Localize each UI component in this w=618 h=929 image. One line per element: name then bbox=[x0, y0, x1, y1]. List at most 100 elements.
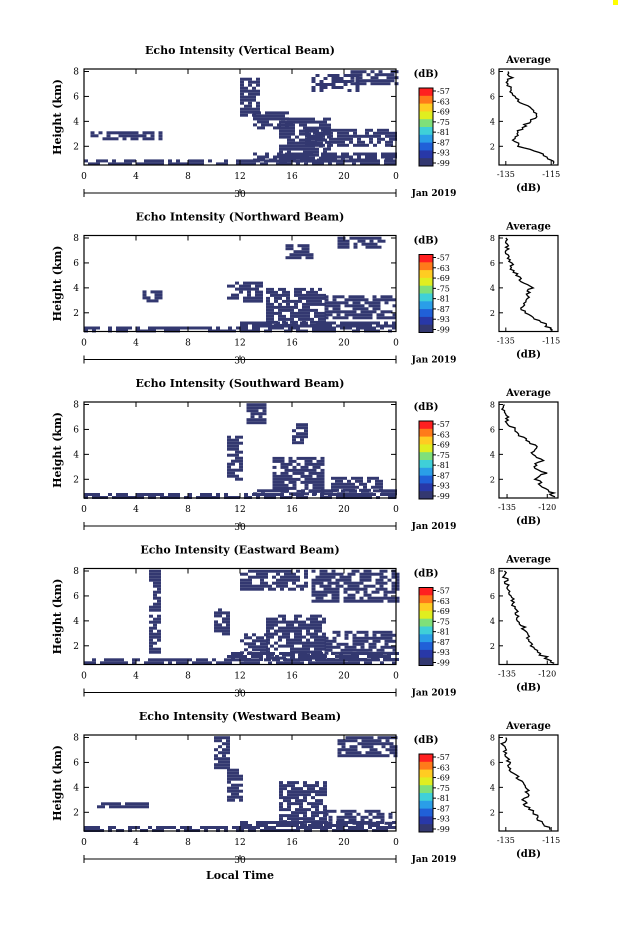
echo-cell bbox=[384, 826, 388, 829]
echo-cell bbox=[315, 805, 319, 809]
echo-cell bbox=[134, 131, 139, 135]
echo-cell bbox=[296, 826, 300, 829]
echo-cell bbox=[343, 587, 348, 591]
echo-cell bbox=[323, 83, 328, 86]
echo-cell bbox=[266, 647, 270, 651]
echo-cell bbox=[149, 608, 153, 612]
echo-cell bbox=[365, 489, 369, 493]
echo-cell bbox=[360, 313, 365, 317]
echo-cell bbox=[299, 129, 303, 133]
echo-cell bbox=[351, 658, 355, 661]
echo-cell bbox=[368, 313, 373, 317]
echo-cell bbox=[344, 815, 349, 819]
echo-cell bbox=[321, 489, 325, 493]
echo-cell bbox=[340, 821, 344, 824]
echo-cell bbox=[380, 326, 384, 330]
colorbar-swatch bbox=[419, 150, 433, 159]
echo-cell bbox=[157, 638, 161, 642]
echo-cell bbox=[272, 581, 276, 585]
echo-cell bbox=[343, 485, 347, 489]
echo-cell bbox=[357, 143, 361, 147]
echo-cell bbox=[316, 661, 320, 665]
echo-cell bbox=[153, 593, 157, 597]
echo-cell bbox=[252, 80, 256, 84]
colorbar-tick-label: -75 bbox=[437, 617, 450, 626]
echo-cell bbox=[240, 83, 244, 87]
y-tick-label: 2 bbox=[73, 475, 79, 485]
x-tick-label: 4 bbox=[133, 672, 139, 682]
echo-cell bbox=[84, 159, 88, 163]
echo-cell bbox=[309, 137, 313, 141]
y-tick-label: 4 bbox=[73, 450, 79, 460]
echo-cell bbox=[226, 623, 230, 627]
echo-cell bbox=[328, 324, 332, 328]
echo-cell bbox=[149, 647, 153, 651]
echo-cell bbox=[336, 642, 341, 646]
echo-cell bbox=[355, 89, 360, 92]
echo-cell bbox=[244, 648, 248, 652]
echo-cell bbox=[272, 326, 276, 330]
echo-cell bbox=[250, 418, 255, 422]
echo-cell bbox=[347, 80, 352, 83]
echo-cell bbox=[266, 638, 270, 642]
echo-cell bbox=[358, 79, 363, 83]
echo-cell bbox=[361, 158, 365, 162]
echo-cell bbox=[240, 80, 244, 84]
echo-cell bbox=[359, 578, 364, 582]
echo-cell bbox=[298, 290, 302, 294]
echo-cell bbox=[348, 304, 353, 308]
echo-cell bbox=[286, 644, 290, 648]
echo-cell bbox=[218, 739, 222, 743]
echo-cell bbox=[347, 572, 352, 576]
echo-cell bbox=[280, 324, 284, 328]
echo-cell bbox=[344, 661, 348, 665]
echo-cell bbox=[224, 826, 228, 829]
echo-cell bbox=[341, 134, 345, 138]
echo-cell bbox=[340, 815, 345, 819]
echo-cell bbox=[312, 486, 317, 490]
echo-cell bbox=[276, 474, 281, 478]
echo-cell bbox=[145, 802, 149, 806]
echo-cell bbox=[381, 736, 386, 740]
echo-cell bbox=[261, 117, 265, 121]
echo-cell bbox=[349, 492, 353, 496]
echo-cell bbox=[239, 287, 243, 291]
echo-cell bbox=[157, 650, 161, 654]
echo-cell bbox=[269, 158, 273, 162]
echo-cell bbox=[112, 658, 116, 662]
echo-cell bbox=[300, 435, 304, 439]
echo-cell bbox=[291, 781, 295, 785]
echo-cell bbox=[222, 629, 226, 633]
echo-cell bbox=[395, 584, 400, 588]
echo-cell bbox=[248, 824, 252, 827]
echo-cell bbox=[377, 236, 382, 240]
echo-cell bbox=[308, 826, 312, 829]
echo-cell bbox=[276, 821, 280, 824]
echo-cell bbox=[248, 104, 252, 108]
echo-cell bbox=[377, 739, 382, 743]
echo-cell bbox=[324, 304, 329, 308]
echo-cell bbox=[308, 477, 313, 481]
echo-cell bbox=[319, 787, 323, 791]
echo-cell bbox=[132, 826, 136, 829]
echo-cell bbox=[319, 655, 323, 658]
echo-cell bbox=[316, 821, 320, 824]
echo-cell bbox=[142, 293, 147, 297]
echo-cell bbox=[279, 147, 283, 151]
echo-cell bbox=[291, 132, 295, 136]
echo-cell bbox=[373, 134, 377, 138]
echo-cell bbox=[227, 771, 231, 775]
echo-cell bbox=[349, 736, 354, 740]
echo-cell bbox=[180, 326, 184, 330]
echo-cell bbox=[340, 326, 344, 330]
colorbar-tick-label: -81 bbox=[437, 128, 450, 137]
echo-cell bbox=[357, 239, 362, 243]
echo-cell bbox=[222, 760, 226, 764]
echo-cell bbox=[299, 123, 303, 127]
y-tick-label: 2 bbox=[73, 642, 79, 652]
echo-cell bbox=[269, 489, 273, 493]
x-tick-label: 12 bbox=[234, 672, 245, 682]
echo-cell bbox=[345, 131, 349, 135]
echo-cell bbox=[350, 79, 355, 83]
echo-cell bbox=[264, 584, 268, 588]
